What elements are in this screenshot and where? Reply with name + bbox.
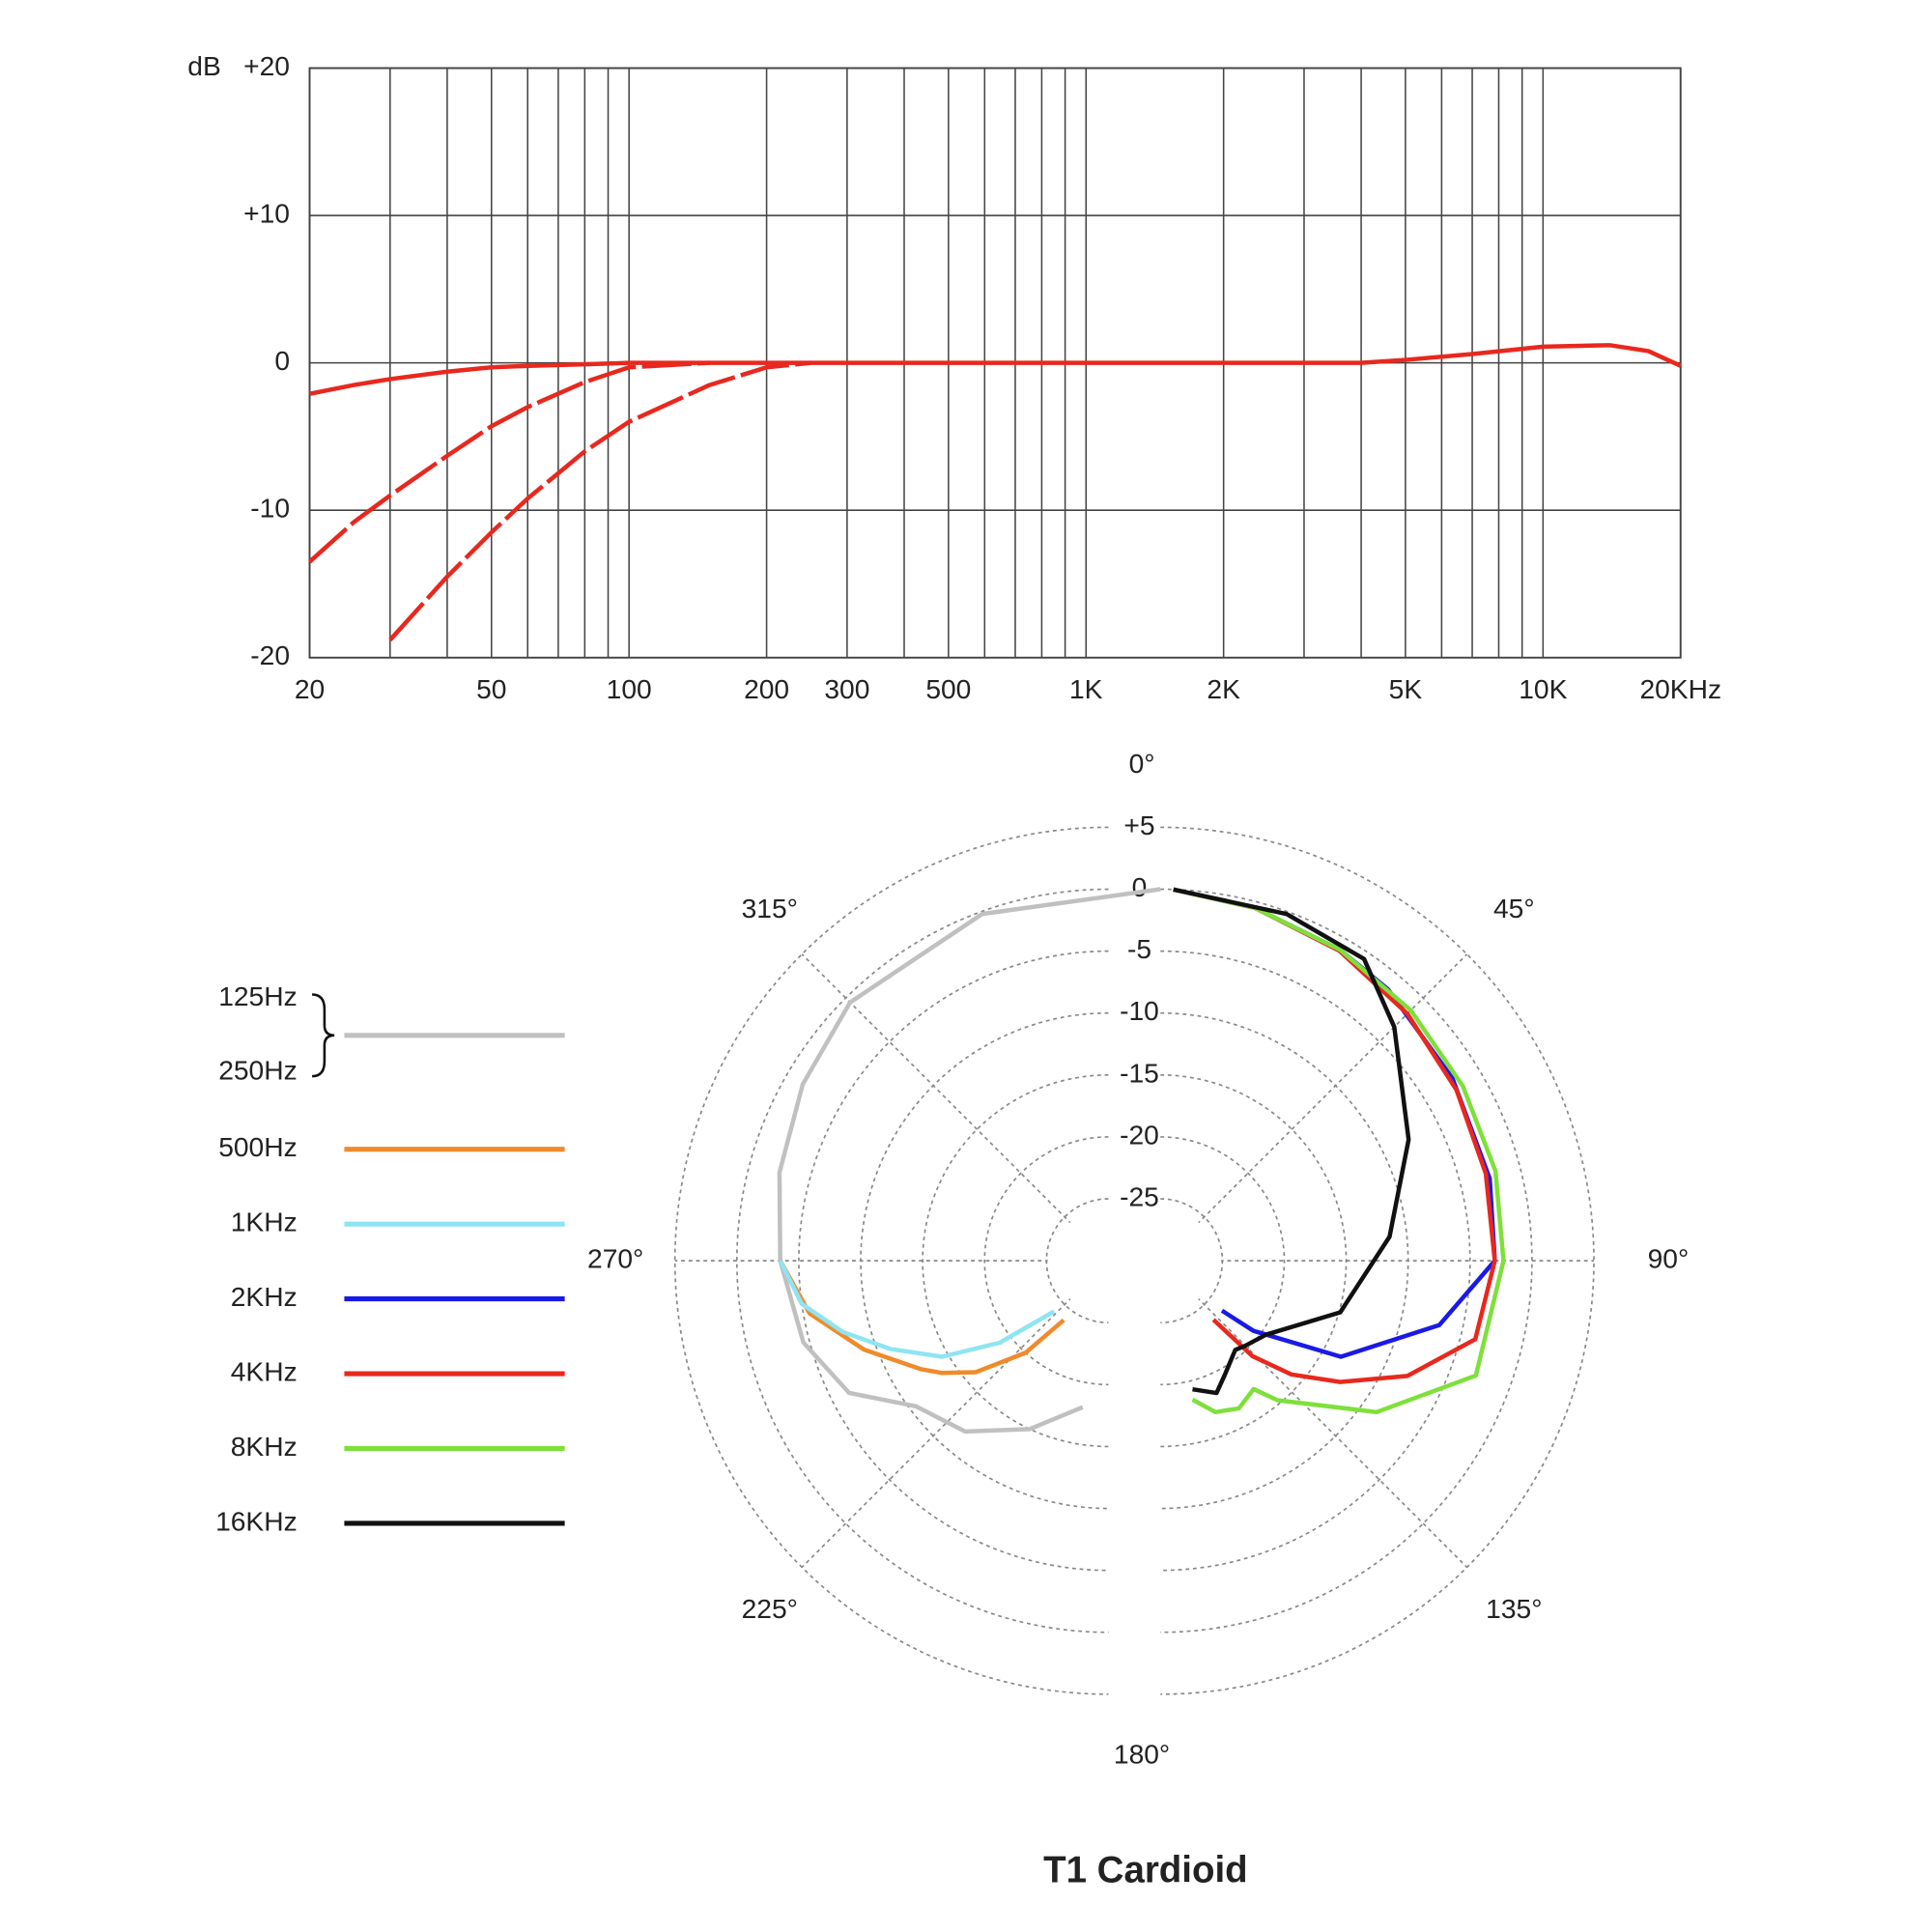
r-tick-label: -15 <box>1120 1057 1159 1088</box>
theta-tick-label: 180° <box>1114 1738 1170 1769</box>
polar-spoke <box>801 953 1110 1262</box>
polar-circle <box>1160 1073 1348 1448</box>
response-line <box>309 343 1682 396</box>
legend-label: 2KHz <box>231 1281 298 1312</box>
polar-curve <box>1173 887 1506 1415</box>
polar-circle <box>1160 826 1595 1695</box>
x-tick-label: 2K <box>1207 673 1240 704</box>
theta-tick-label: 0° <box>1129 748 1155 779</box>
x-tick-label: 300 <box>824 673 869 704</box>
theta-tick-label: 270° <box>587 1243 643 1274</box>
polar-circle <box>1160 888 1533 1634</box>
y-axis-label: dB <box>187 50 220 81</box>
r-tick-label: +5 <box>1123 810 1154 840</box>
x-tick-label: 5K <box>1389 673 1423 704</box>
response-line <box>308 360 710 564</box>
x-tick-label: 200 <box>744 673 789 704</box>
theta-tick-label: 225° <box>742 1593 798 1624</box>
x-tick-label: 500 <box>925 673 971 704</box>
polar-circle <box>735 888 1109 1634</box>
polar-curve <box>777 887 1161 1435</box>
polar-curve <box>778 1260 1065 1376</box>
polar-curve <box>778 1260 1056 1359</box>
r-tick-label: -10 <box>1120 995 1159 1026</box>
r-tick-label: -25 <box>1120 1180 1159 1211</box>
y-tick-label: +20 <box>243 50 290 81</box>
x-tick-label: 10K <box>1519 673 1567 704</box>
chart-title: T1 Cardioid <box>1043 1850 1248 1891</box>
polar-center <box>1047 1204 1222 1319</box>
polar-curve <box>1173 887 1411 1396</box>
theta-tick-label: 315° <box>742 893 798 923</box>
legend-label: 8KHz <box>231 1431 298 1462</box>
legend-label: 250Hz <box>218 1055 297 1086</box>
y-tick-label: 0 <box>274 345 290 376</box>
legend-label: 500Hz <box>218 1131 297 1162</box>
polar-circle <box>1160 1136 1286 1386</box>
theta-tick-label: 90° <box>1648 1243 1690 1274</box>
polar-circle <box>983 1136 1109 1386</box>
r-tick-label: -5 <box>1127 933 1151 964</box>
legend-label: 1KHz <box>231 1207 298 1237</box>
x-tick-label: 50 <box>476 673 506 704</box>
polar-spoke <box>801 1260 1110 1569</box>
response-line <box>388 360 811 641</box>
x-tick-label: 20KHz <box>1639 673 1721 704</box>
polar-spoke <box>1159 1260 1468 1569</box>
legend-label: 125Hz <box>218 980 297 1011</box>
r-tick-label: -20 <box>1120 1119 1159 1150</box>
y-tick-label: +10 <box>243 198 290 229</box>
x-tick-label: 100 <box>607 673 652 704</box>
legend-brace <box>311 993 335 1078</box>
polar-circle <box>798 950 1109 1572</box>
polar-circle <box>1160 950 1471 1572</box>
polar-spoke <box>1159 953 1468 1262</box>
polar-circle <box>922 1073 1109 1448</box>
r-tick-label: 0 <box>1132 871 1148 902</box>
polar-circle <box>673 826 1109 1695</box>
x-tick-label: 1K <box>1069 673 1103 704</box>
theta-tick-label: 135° <box>1486 1593 1542 1624</box>
legend-label: 4KHz <box>231 1356 298 1387</box>
x-tick-label: 20 <box>295 673 325 704</box>
theta-tick-label: 45° <box>1493 893 1535 923</box>
legend-label: 16KHz <box>215 1505 298 1536</box>
y-tick-label: -20 <box>250 639 290 670</box>
y-tick-label: -10 <box>250 493 290 524</box>
